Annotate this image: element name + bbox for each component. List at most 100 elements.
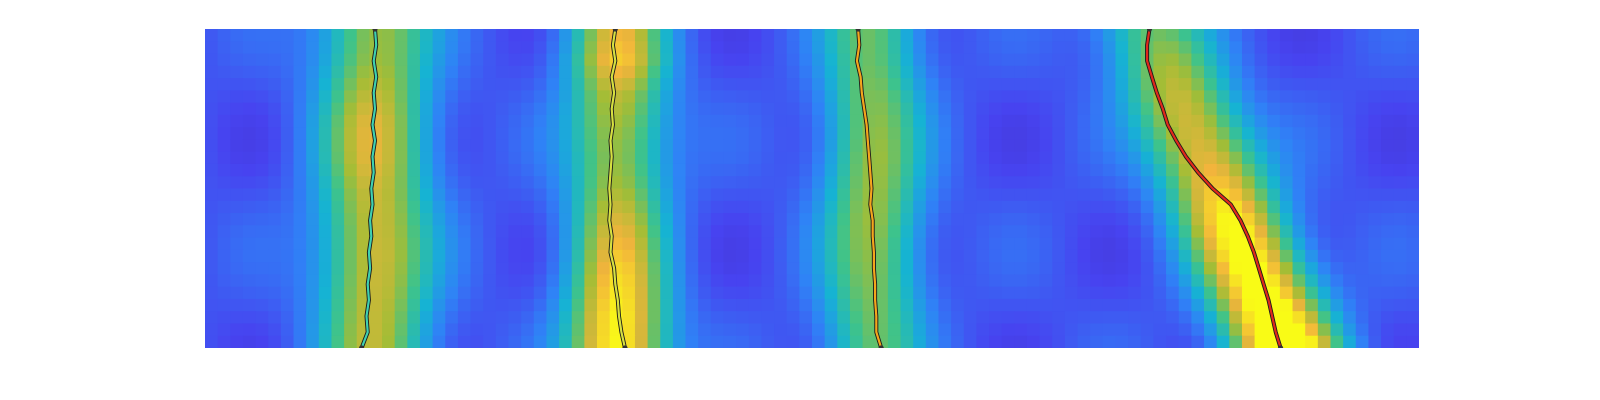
heatmap-cell <box>786 41 800 55</box>
heatmap-cell <box>1393 274 1407 288</box>
heatmap-cell <box>1052 274 1066 288</box>
heatmap-cell <box>622 29 636 42</box>
heatmap-cell <box>1166 274 1180 288</box>
heatmap-cell <box>1191 311 1205 325</box>
heatmap-cell <box>951 286 965 300</box>
heatmap-cell <box>1026 41 1041 55</box>
heatmap-cell <box>1229 65 1243 79</box>
heatmap-cell <box>331 213 345 226</box>
heatmap-cell <box>736 237 750 251</box>
heatmap-cell <box>1191 298 1205 312</box>
heatmap-cell <box>1140 163 1155 177</box>
heatmap-cell <box>774 213 788 226</box>
heatmap-cell <box>407 249 421 263</box>
heatmap-cell <box>1355 114 1370 128</box>
heatmap-cell <box>205 139 219 153</box>
heatmap-cell <box>470 311 484 325</box>
heatmap-cell <box>976 29 990 42</box>
heatmap-cell <box>597 335 611 348</box>
heatmap-cell <box>1140 213 1155 226</box>
heatmap-cell <box>306 114 320 128</box>
heatmap-cell <box>445 102 459 116</box>
heatmap-cell <box>1191 188 1205 202</box>
heatmap-cell <box>799 102 813 116</box>
heatmap-cell <box>685 262 699 275</box>
heatmap-cell <box>710 249 725 263</box>
heatmap-cell <box>1406 114 1419 128</box>
heatmap-cell <box>774 188 788 202</box>
heatmap-cell <box>483 151 497 165</box>
heatmap-cell <box>1305 114 1319 128</box>
heatmap-cell <box>647 262 661 275</box>
heatmap-cell <box>710 213 725 226</box>
heatmap-cell <box>293 127 307 141</box>
heatmap-cell <box>1153 139 1167 153</box>
heatmap-cell <box>1241 127 1256 141</box>
heatmap-cell <box>647 41 661 55</box>
heatmap-cell <box>559 127 573 141</box>
heatmap-cell <box>1406 102 1419 116</box>
heatmap-cell <box>1115 213 1129 226</box>
heatmap-cell <box>584 29 598 42</box>
heatmap-cell <box>280 249 295 263</box>
heatmap-cell <box>1343 127 1357 141</box>
heatmap-cell <box>710 237 725 251</box>
heatmap-cell <box>1102 65 1117 79</box>
heatmap-cell <box>1368 29 1382 42</box>
heatmap-cell <box>1267 262 1281 275</box>
heatmap-cell <box>382 249 396 263</box>
heatmap-cell <box>1026 335 1041 348</box>
heatmap-cell <box>786 225 800 239</box>
heatmap-cell <box>963 53 977 67</box>
heatmap-cell <box>1026 298 1041 312</box>
heatmap-cell <box>508 90 522 104</box>
heatmap-cell <box>698 200 712 214</box>
heatmap-cell <box>824 274 838 288</box>
heatmap-cell <box>660 286 674 300</box>
heatmap-cell <box>1279 298 1294 312</box>
heatmap-cell <box>508 213 522 226</box>
heatmap-cell <box>521 41 535 55</box>
heatmap-cell <box>634 29 649 42</box>
heatmap-cell <box>445 139 459 153</box>
heatmap-cell <box>306 274 320 288</box>
heatmap-cell <box>432 225 446 239</box>
heatmap-cell <box>660 237 674 251</box>
heatmap-cell <box>1393 286 1407 300</box>
heatmap-cell <box>660 127 674 141</box>
heatmap-cell <box>1102 90 1117 104</box>
heatmap-cell <box>887 188 902 202</box>
heatmap-cell <box>1343 163 1357 177</box>
heatmap-cell <box>419 200 434 214</box>
heatmap-cell <box>1216 286 1230 300</box>
heatmap-cell <box>1153 29 1167 42</box>
heatmap-cell <box>900 90 914 104</box>
heatmap-cell <box>660 213 674 226</box>
heatmap-cell <box>660 335 674 348</box>
heatmap-cell <box>799 298 813 312</box>
heatmap-cell <box>356 41 370 55</box>
heatmap-cell <box>1128 29 1142 42</box>
heatmap-cell <box>205 262 219 275</box>
heatmap-cell <box>546 139 560 153</box>
heatmap-cell <box>634 163 649 177</box>
heatmap-cell <box>217 188 231 202</box>
heatmap-cell <box>1343 65 1357 79</box>
heatmap-cell <box>521 323 535 337</box>
heatmap-cell <box>242 249 257 263</box>
heatmap-cell <box>280 176 295 190</box>
heatmap-cell <box>1026 274 1041 288</box>
heatmap-cell <box>584 213 598 226</box>
heatmap-cell <box>799 311 813 325</box>
heatmap-cell <box>1292 286 1306 300</box>
heatmap-cell <box>1292 188 1306 202</box>
heatmap-cell <box>318 213 333 226</box>
heatmap-cell <box>736 176 750 190</box>
heatmap-cell <box>457 286 472 300</box>
heatmap-cell <box>685 237 699 251</box>
heatmap-cell <box>369 274 383 288</box>
heatmap-cell <box>521 78 535 91</box>
heatmap-cell <box>1077 139 1091 153</box>
heatmap-cell <box>571 102 585 116</box>
heatmap-cell <box>546 249 560 263</box>
